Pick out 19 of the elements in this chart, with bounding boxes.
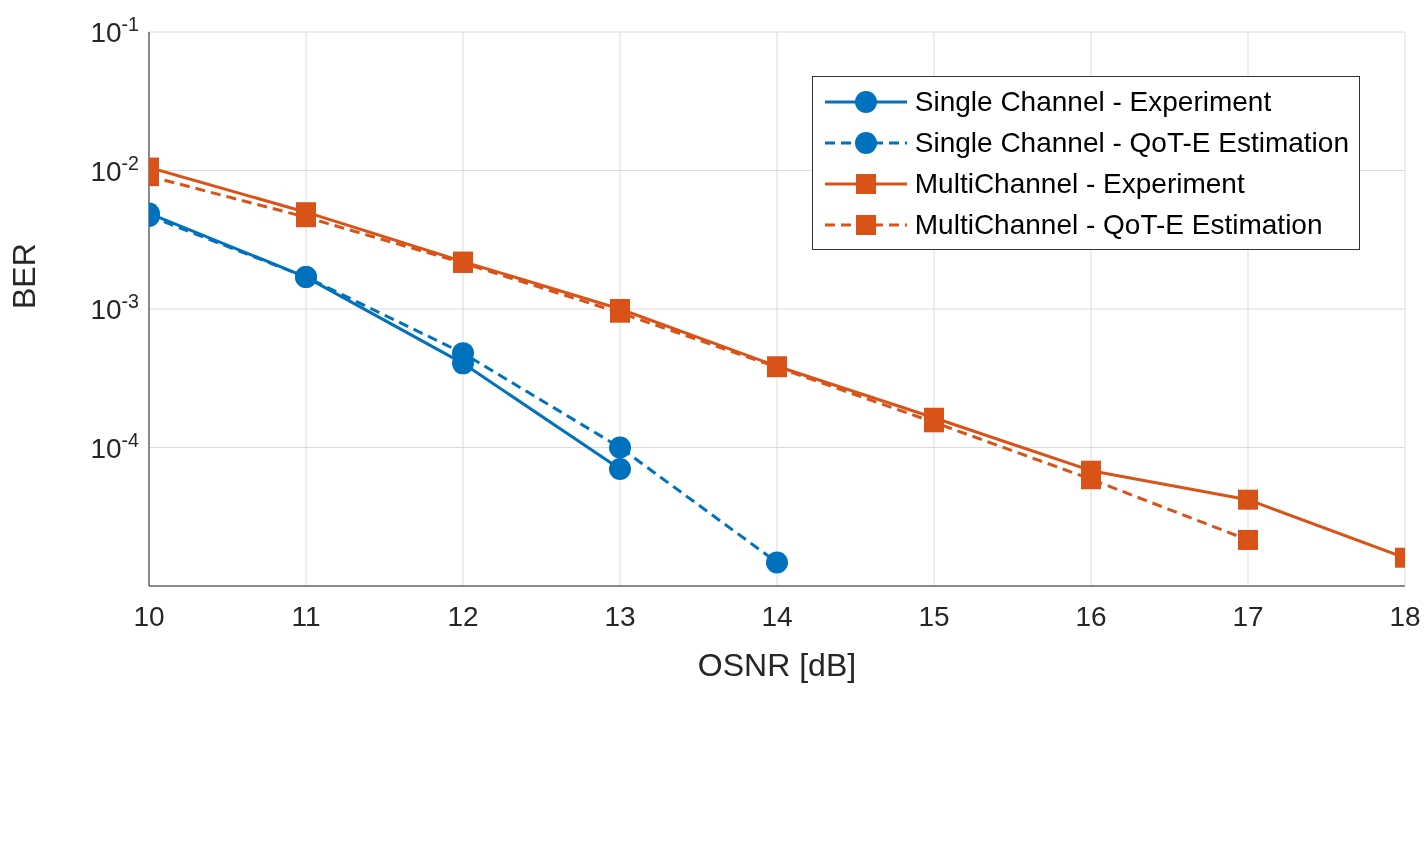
x-tick-label: 12	[447, 601, 479, 632]
x-tick-label: 10	[133, 601, 165, 632]
y-tick-label: 10$^{-1}$	[90, 13, 139, 48]
x-tick-label: 16	[1075, 601, 1107, 632]
x-tick-label: 18	[1389, 601, 1421, 632]
legend-label: MultiChannel - Experiment	[914, 167, 1245, 200]
y-axis-title: BER	[6, 243, 43, 309]
y-tick-label: 10$^{-2}$	[90, 151, 139, 187]
x-axis-title: OSNR [dB]	[697, 647, 857, 683]
legend-label: MultiChannel - QoT-E Estimation	[914, 208, 1323, 241]
x-tick-label: 11	[291, 601, 321, 632]
legend-label: Single Channel - QoT-E Estimation	[914, 126, 1349, 159]
x-tick-label: 17	[1232, 601, 1264, 632]
y-tick-label: 10$^{-3}$	[90, 290, 140, 325]
x-tick-label: 13	[604, 601, 636, 632]
y-tick-label: 10$^{-4}$	[90, 428, 140, 464]
legend-label: Single Channel - Experiment	[914, 85, 1272, 118]
x-tick-label: 15	[918, 601, 950, 632]
x-tick-label: 14	[761, 601, 793, 632]
